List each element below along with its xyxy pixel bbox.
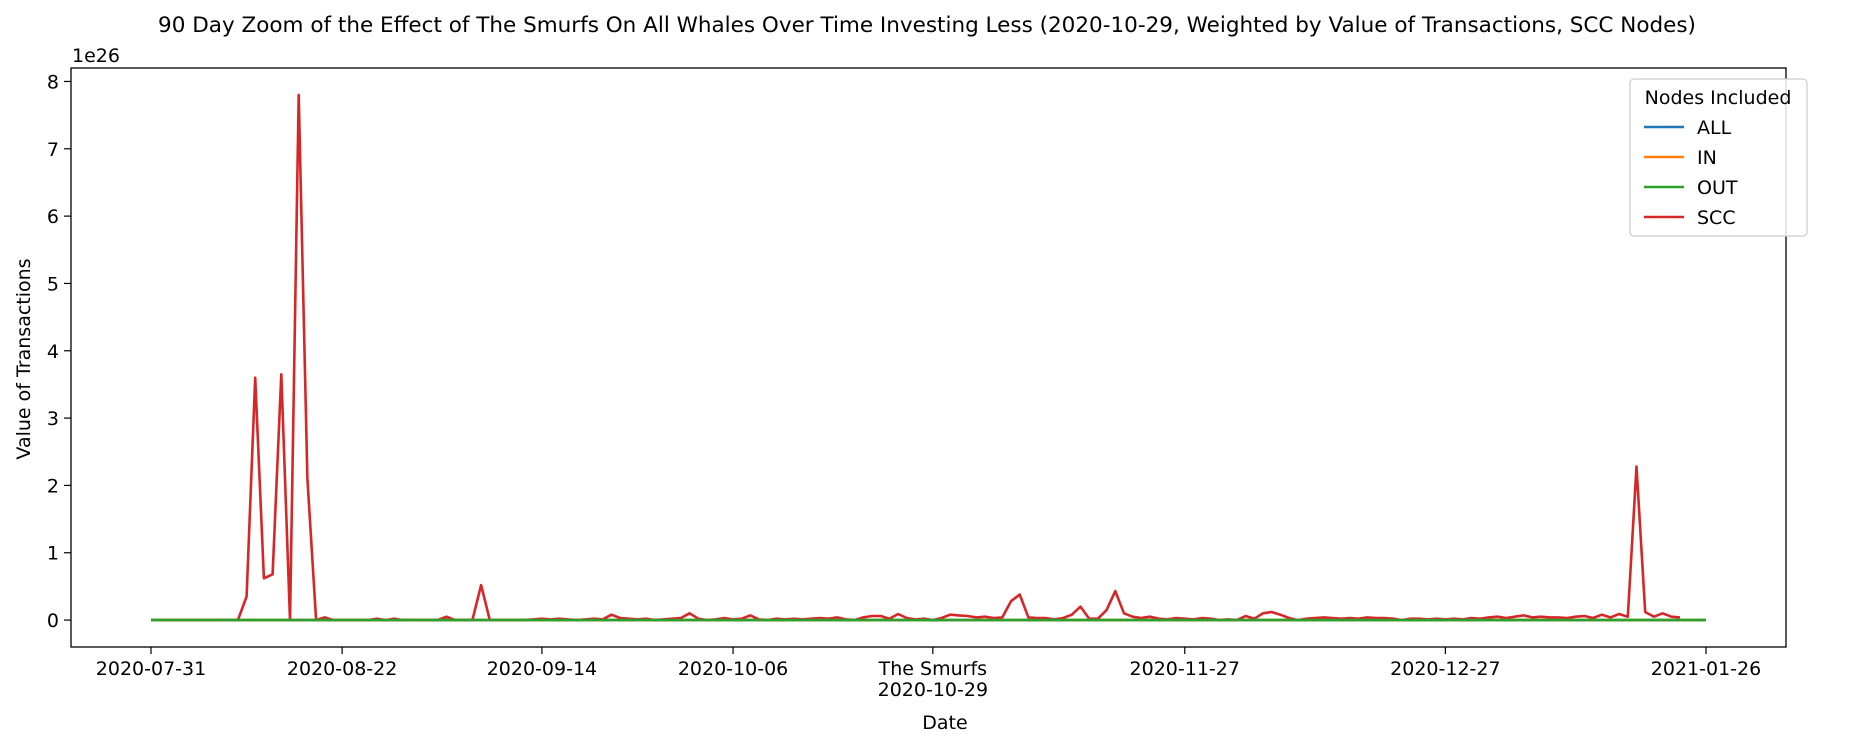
y-tick-label: 3 (47, 408, 59, 430)
legend-label-scc: SCC (1697, 207, 1736, 229)
x-tick-label: 2020-08-22 (287, 658, 397, 680)
legend: Nodes Included ALL IN OUT SCC (1629, 78, 1808, 237)
y-tick-label: 6 (47, 206, 59, 228)
x-axis-label: Date (922, 712, 967, 734)
y-tick-label: 8 (47, 71, 59, 93)
legend-label-in: IN (1697, 147, 1717, 169)
y-tick-label: 4 (47, 341, 59, 363)
y-tick-label: 5 (47, 273, 59, 295)
y-tick-label: 2 (47, 475, 59, 497)
legend-box (1629, 78, 1808, 237)
legend-label-all: ALL (1697, 117, 1732, 139)
y-tick-label: 1 (47, 543, 59, 565)
legend-title: Nodes Included (1645, 87, 1792, 109)
y-tick-label: 0 (47, 610, 59, 632)
y-axis-label: Value of Transactions (13, 258, 35, 459)
chart-title: 90 Day Zoom of the Effect of The Smurfs … (158, 13, 1696, 38)
x-tick-label: 2020-12-27 (1390, 658, 1500, 680)
series-line-scc (151, 93, 1681, 622)
y-axis-multiplier: 1e26 (72, 45, 120, 67)
x-tick-label: 2020-07-31 (96, 658, 206, 680)
x-tick-label: 2021-01-26 (1651, 658, 1761, 680)
x-tick-label: The Smurfs (878, 658, 987, 680)
y-tick-label: 7 (47, 139, 59, 161)
x-tick-label: 2020-11-27 (1130, 658, 1240, 680)
y-axis: 0 1 2 3 4 5 6 7 8 (47, 71, 71, 632)
x-tick-label-secondary: 2020-10-29 (878, 679, 988, 701)
legend-label-out: OUT (1697, 177, 1738, 199)
plot-frame (70, 67, 1787, 648)
x-tick-label: 2020-09-14 (487, 658, 597, 680)
x-tick-label: 2020-10-06 (678, 658, 788, 680)
x-axis: 2020-07-31 2020-08-22 2020-09-14 2020-10-06… (96, 647, 1761, 701)
series-layer (151, 93, 1706, 622)
